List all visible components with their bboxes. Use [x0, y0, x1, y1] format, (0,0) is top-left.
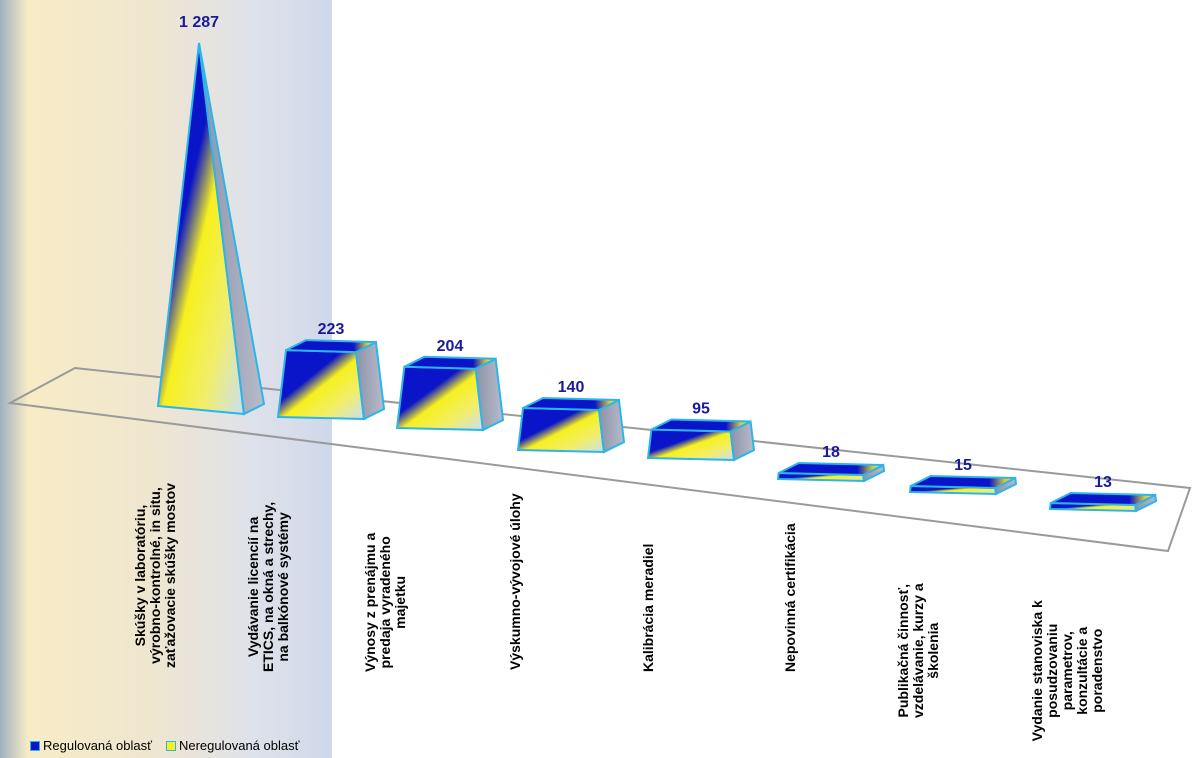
bar-1: 1 287	[156, 14, 266, 416]
legend-label-unregulated: Neregulovaná oblasť	[178, 738, 300, 753]
value-label-6: 18	[822, 444, 840, 461]
category-label-5: Kalibrácia meradiel	[639, 543, 656, 672]
bar-6-top-face	[778, 461, 884, 477]
bar-3-front-face	[395, 365, 485, 432]
bar-2-top-face	[285, 339, 377, 354]
category-label-6: Nepovinná certifikácia	[781, 523, 798, 672]
value-label-7: 15	[954, 457, 972, 474]
bar-3: 204	[395, 338, 505, 432]
legend-swatch-regulated	[30, 740, 40, 751]
legend: Regulovaná oblasť Neregulovaná oblasť	[30, 738, 299, 753]
bar-5-front-face	[646, 428, 736, 462]
bar-8: 13	[1048, 474, 1158, 513]
value-label-5: 95	[692, 401, 710, 418]
bars-layer: 1 287 223 204 140 95 18 15 13	[156, 14, 1158, 513]
legend-label-regulated: Regulovaná oblasť	[43, 738, 152, 753]
bar-7: 15	[908, 457, 1018, 496]
bar-3-top-face	[403, 355, 497, 370]
bar-5: 95	[646, 401, 756, 462]
bar-6: 18	[776, 444, 886, 483]
bar-4-top-face	[522, 396, 620, 412]
bar-4: 140	[516, 379, 626, 454]
chart-floor	[6, 366, 1192, 553]
legend-item-regulated: Regulovaná oblasť	[30, 738, 152, 753]
category-label-1: Skúšky v laboratóriu, výrobno-kontrolné,…	[131, 483, 178, 668]
legend-swatch-unregulated	[165, 740, 176, 751]
category-label-8: Vydanie stanoviska k posudzovaniu parame…	[1028, 600, 1105, 742]
value-label-4: 140	[558, 379, 585, 396]
bar-7-top-face	[910, 474, 1016, 490]
category-label-7: Publikačná činnosť, vzdelávanie, kurzy a…	[894, 583, 941, 718]
value-label-1: 1 287	[179, 14, 219, 31]
bar-4-front-face	[516, 406, 606, 454]
category-label-3: Výnosy z prenájmu a predaja vyradeného m…	[361, 532, 408, 672]
bar-2-front-face	[276, 349, 366, 421]
value-label-2: 223	[318, 321, 345, 338]
category-label-2: Vydávanie licencií na ETICS, na okná a s…	[244, 501, 291, 672]
bar-8-top-face	[1050, 491, 1156, 507]
bar-1-side-face	[198, 42, 266, 416]
bar-2: 223	[276, 321, 386, 421]
value-label-8: 13	[1094, 474, 1112, 491]
value-label-3: 204	[437, 338, 464, 355]
legend-item-unregulated: Neregulovaná oblasť	[165, 738, 300, 753]
category-label-4: Výskumno-vývojové úlohy	[506, 493, 523, 670]
bar-5-top-face	[650, 418, 752, 433]
